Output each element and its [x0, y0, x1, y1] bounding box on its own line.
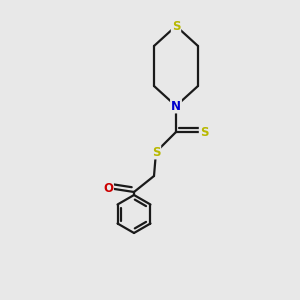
Text: S: S: [152, 146, 160, 158]
Text: S: S: [200, 125, 208, 139]
Text: O: O: [103, 182, 113, 194]
Text: S: S: [172, 20, 180, 32]
Text: N: N: [171, 100, 181, 112]
